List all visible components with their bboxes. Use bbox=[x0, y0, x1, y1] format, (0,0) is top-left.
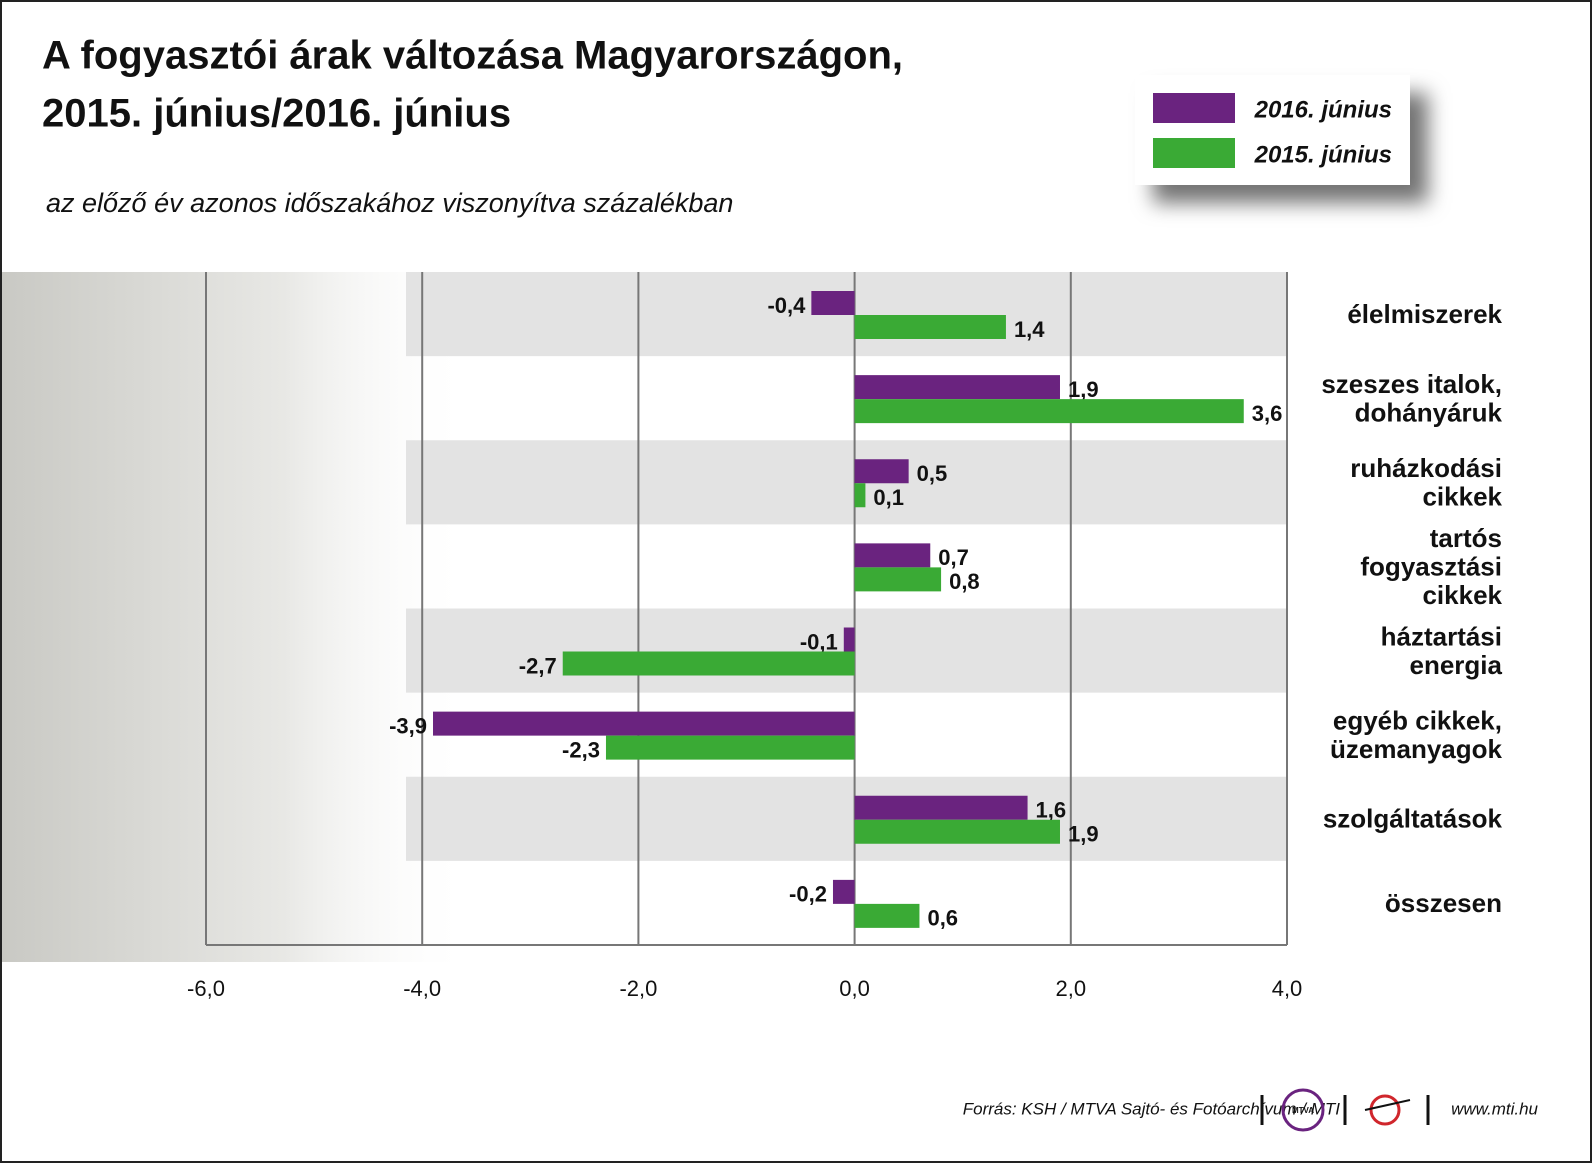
bar bbox=[854, 567, 942, 592]
value-label: 0,5 bbox=[917, 461, 948, 486]
legend-box bbox=[1135, 75, 1410, 185]
x-tick-label: -4,0 bbox=[403, 976, 441, 1001]
x-tick-label: -2,0 bbox=[619, 976, 657, 1001]
bar bbox=[854, 315, 1006, 339]
value-label: 0,1 bbox=[873, 485, 904, 510]
category-label: összesen bbox=[1385, 888, 1502, 918]
source: Forrás: KSH / MTVA Sajtó- és Fotóarchívu… bbox=[963, 1099, 1341, 1118]
bar bbox=[854, 819, 1060, 844]
bar bbox=[854, 399, 1244, 424]
x-tick-label: 2,0 bbox=[1056, 976, 1087, 1001]
legend-swatch bbox=[1153, 93, 1235, 123]
value-label: 0,6 bbox=[927, 906, 958, 931]
logo-text: MTVA bbox=[1292, 1106, 1314, 1115]
legend-swatch bbox=[1153, 138, 1235, 168]
bar bbox=[605, 735, 855, 760]
value-label: 0,8 bbox=[949, 569, 980, 594]
value-label: 3,6 bbox=[1252, 401, 1283, 426]
legend-label: 2015. június bbox=[1254, 141, 1392, 168]
bar bbox=[811, 291, 855, 315]
value-label: -0,2 bbox=[789, 882, 827, 907]
value-label: -0,4 bbox=[767, 293, 806, 318]
subtitle: az előző év azonos időszakához viszonyít… bbox=[46, 188, 733, 218]
chart-title: 2015. június/2016. június bbox=[42, 92, 511, 136]
category-label: szeszes italok, dohányáruk bbox=[1321, 369, 1502, 428]
value-label: 1,4 bbox=[1014, 317, 1045, 342]
bar bbox=[832, 879, 855, 904]
bar bbox=[854, 483, 866, 508]
category-label: tartós fogyasztási cikkek bbox=[1360, 523, 1502, 610]
legend-label: 2016. június bbox=[1254, 96, 1392, 123]
value-label: -0,1 bbox=[800, 629, 838, 654]
x-tick-label: 4,0 bbox=[1272, 976, 1303, 1001]
bar bbox=[433, 711, 855, 736]
bar bbox=[854, 459, 909, 484]
band-shade bbox=[406, 776, 1287, 861]
chart-title: A fogyasztói árak változása Magyarország… bbox=[42, 34, 903, 78]
value-label: 1,9 bbox=[1068, 822, 1099, 847]
logo bbox=[1281, 1088, 1325, 1132]
bar bbox=[854, 375, 1060, 400]
value-label: 1,6 bbox=[1036, 798, 1067, 823]
bar bbox=[854, 795, 1028, 820]
bar bbox=[843, 627, 855, 652]
value-label: -2,7 bbox=[519, 653, 557, 678]
logo bbox=[1364, 1099, 1411, 1111]
bar bbox=[854, 543, 931, 568]
value-label: -3,9 bbox=[389, 713, 427, 738]
value-label: 0,7 bbox=[938, 545, 969, 570]
band-shade bbox=[406, 440, 1287, 525]
category-label: egyéb cikkek, üzemanyagok bbox=[1330, 705, 1502, 764]
website: www.mti.hu bbox=[1451, 1099, 1538, 1118]
x-tick-label: 0,0 bbox=[839, 976, 870, 1001]
category-label: háztartási energia bbox=[1381, 621, 1503, 680]
photo-placeholder bbox=[2, 272, 472, 962]
x-tick-label: -6,0 bbox=[187, 976, 225, 1001]
value-label: 1,9 bbox=[1068, 377, 1099, 402]
value-label: -2,3 bbox=[562, 737, 600, 762]
bar bbox=[562, 651, 855, 676]
category-label: szolgáltatások bbox=[1323, 804, 1503, 834]
category-label: élelmiszerek bbox=[1347, 299, 1502, 329]
category-label: ruházkodási cikkek bbox=[1350, 453, 1502, 512]
logo bbox=[1369, 1094, 1401, 1126]
bar bbox=[854, 903, 920, 928]
